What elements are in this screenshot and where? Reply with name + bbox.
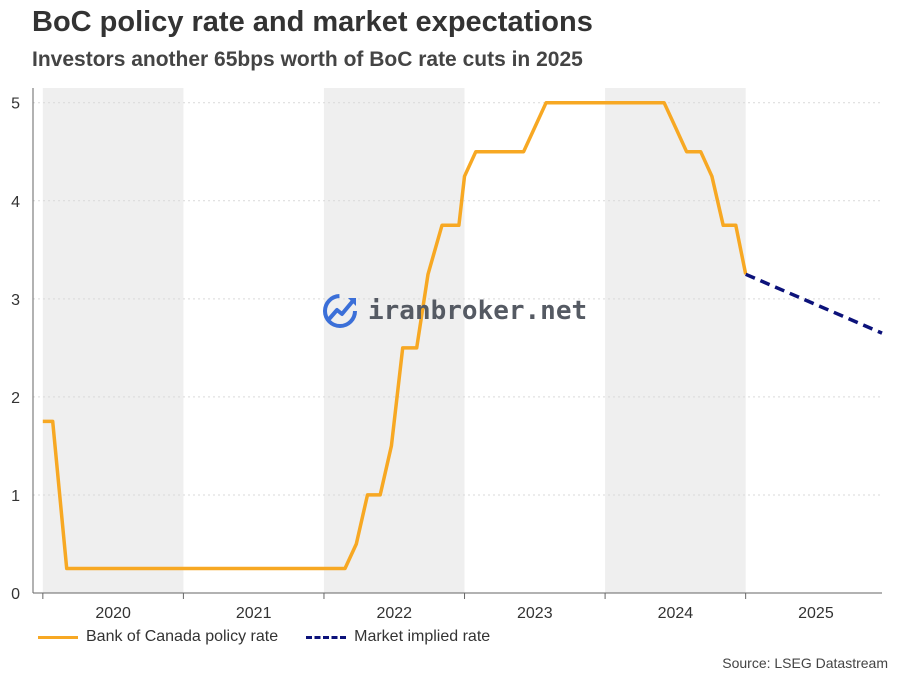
source-note: Source: LSEG Datastream xyxy=(722,655,888,671)
x-tick-label-2020: 2020 xyxy=(95,605,131,622)
x-tick-label-2025: 2025 xyxy=(798,605,834,622)
series-line-policy-rate xyxy=(42,100,748,571)
y-tick-label-5: 5 xyxy=(11,96,20,113)
legend-swatch-policy-rate xyxy=(38,635,78,639)
legend-swatch-market-rate xyxy=(306,635,347,639)
legend-label-market-rate: Market implied rate xyxy=(354,628,491,645)
y-tick-label-0: 0 xyxy=(11,586,20,603)
y-tick-label-3: 3 xyxy=(11,292,20,309)
legend-item-market-rate: Market implied rate xyxy=(306,628,490,646)
year-band-2020 xyxy=(42,88,184,593)
x-tick-label-2021: 2021 xyxy=(236,605,272,622)
legend-item-policy-rate: Bank of Canada policy rate xyxy=(38,628,278,646)
watermark: iranbroker.net xyxy=(322,292,587,330)
legend-label-policy-rate: Bank of Canada policy rate xyxy=(86,628,279,645)
x-tick-label-2023: 2023 xyxy=(517,605,553,622)
chart-title: BoC policy rate and market expectations xyxy=(32,6,593,38)
year-band-2024 xyxy=(605,88,746,593)
y-tick-label-1: 1 xyxy=(11,488,20,505)
chart-subtitle: Investors another 65bps worth of BoC rat… xyxy=(32,48,583,71)
watermark-logo-icon xyxy=(323,294,357,328)
legend: Bank of Canada policy rate Market implie… xyxy=(38,628,518,646)
series-line-market-implied-rate xyxy=(745,272,883,335)
y-tick-label-4: 4 xyxy=(11,194,20,211)
watermark-text: iranbroker.net xyxy=(368,296,588,326)
year-band-2022 xyxy=(323,88,465,593)
y-tick-label-2: 2 xyxy=(11,390,20,407)
x-tick-label-2022: 2022 xyxy=(376,605,412,622)
x-tick-label-2024: 2024 xyxy=(658,605,694,622)
